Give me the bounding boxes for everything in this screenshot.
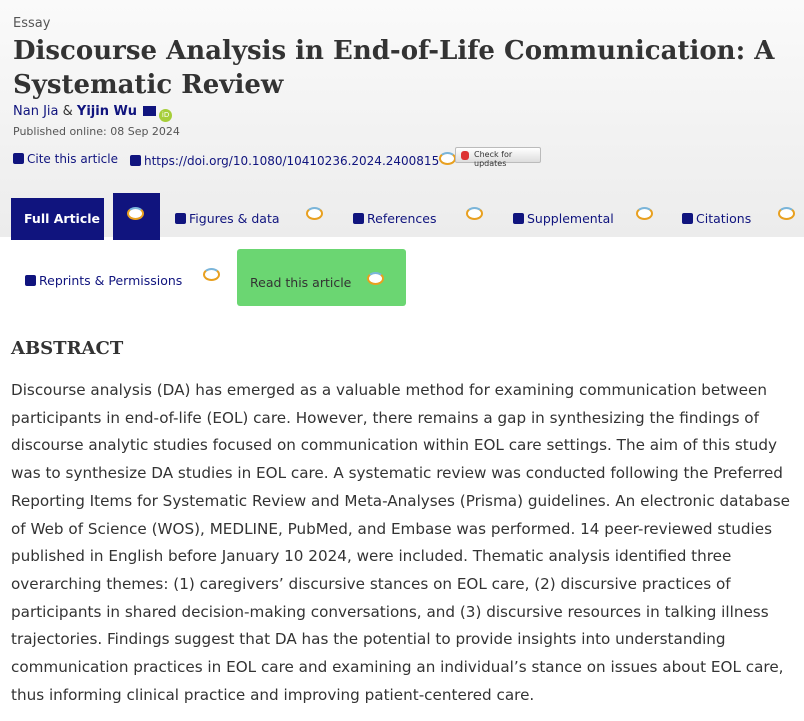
orcid-icon[interactable]: iD bbox=[159, 109, 173, 122]
quote-icon bbox=[682, 213, 693, 224]
button-label: Read this article bbox=[250, 275, 352, 290]
tab-figures[interactable]: Figures & data bbox=[175, 211, 280, 226]
tab-supplemental[interactable]: Supplemental bbox=[513, 211, 614, 226]
plus-square-icon bbox=[513, 213, 524, 224]
altmetric-icon[interactable] bbox=[203, 268, 220, 281]
tab-full-article-altmetric[interactable] bbox=[113, 193, 160, 240]
tab-label: References bbox=[367, 211, 437, 226]
read-article-button[interactable]: Read this article bbox=[237, 249, 406, 306]
email-icon[interactable] bbox=[143, 106, 157, 116]
author-separator: & bbox=[62, 104, 73, 119]
doi-link[interactable]: https://doi.org/10.1080/10410236.2024.24… bbox=[130, 152, 457, 168]
tab-full-article[interactable]: Full Article bbox=[11, 198, 104, 240]
tab-reprints[interactable]: Reprints & Permissions bbox=[25, 273, 182, 288]
altmetric-icon[interactable] bbox=[778, 207, 795, 220]
cite-link[interactable]: Cite this article bbox=[13, 152, 118, 166]
author-link[interactable]: Yijin Wu bbox=[76, 104, 138, 119]
author-link[interactable]: Nan Jia bbox=[13, 104, 59, 119]
print-icon bbox=[25, 275, 36, 286]
published-date: Published online: 08 Sep 2024 bbox=[13, 125, 180, 138]
quote-icon bbox=[13, 153, 24, 164]
tab-label: Full Article bbox=[24, 211, 101, 226]
cite-label: Cite this article bbox=[27, 152, 118, 166]
tab-label: Supplemental bbox=[527, 211, 614, 226]
tab-references[interactable]: References bbox=[353, 211, 436, 226]
tab-label: Figures & data bbox=[189, 211, 280, 226]
page-title: Discourse Analysis in End-of-Life Commun… bbox=[13, 36, 775, 100]
tab-label: Reprints & Permissions bbox=[39, 273, 183, 288]
doi-label: https://doi.org/10.1080/10410236.2024.24… bbox=[144, 154, 440, 168]
altmetric-icon bbox=[127, 207, 144, 220]
altmetric-icon[interactable] bbox=[466, 207, 483, 220]
abstract-text: Discourse analysis (DA) has emerged as a… bbox=[11, 381, 790, 704]
tab-label: Citations bbox=[696, 211, 752, 226]
altmetric-icon[interactable] bbox=[439, 152, 457, 165]
external-link-icon bbox=[130, 155, 141, 166]
check-updates-button[interactable]: Check for updates bbox=[455, 147, 541, 168]
altmetric-icon[interactable] bbox=[306, 207, 323, 220]
image-icon bbox=[175, 213, 186, 224]
authors: Nan Jia & Yijin Wu iD bbox=[13, 104, 173, 122]
tab-citations[interactable]: Citations bbox=[682, 211, 751, 226]
altmetric-icon[interactable] bbox=[636, 207, 653, 220]
book-icon bbox=[353, 213, 364, 224]
altmetric-icon bbox=[367, 272, 385, 285]
article-type: Essay bbox=[13, 16, 51, 31]
abstract-heading: ABSTRACT bbox=[11, 338, 124, 359]
